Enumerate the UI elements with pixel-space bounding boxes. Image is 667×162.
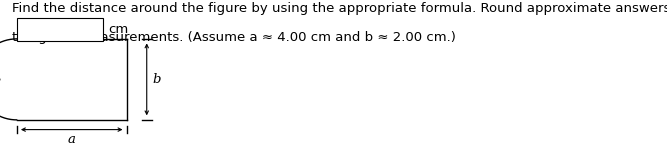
Text: the given measurements. (Assume a ≈ 4.00 cm and b ≈ 2.00 cm.): the given measurements. (Assume a ≈ 4.00… [12, 31, 456, 44]
Text: a: a [68, 133, 75, 146]
Bar [17, 18, 103, 40]
Text: cm: cm [109, 23, 129, 36]
Text: b: b [152, 73, 161, 86]
Text: Find the distance around the figure by using the appropriate formula. Round appr: Find the distance around the figure by u… [12, 2, 667, 15]
